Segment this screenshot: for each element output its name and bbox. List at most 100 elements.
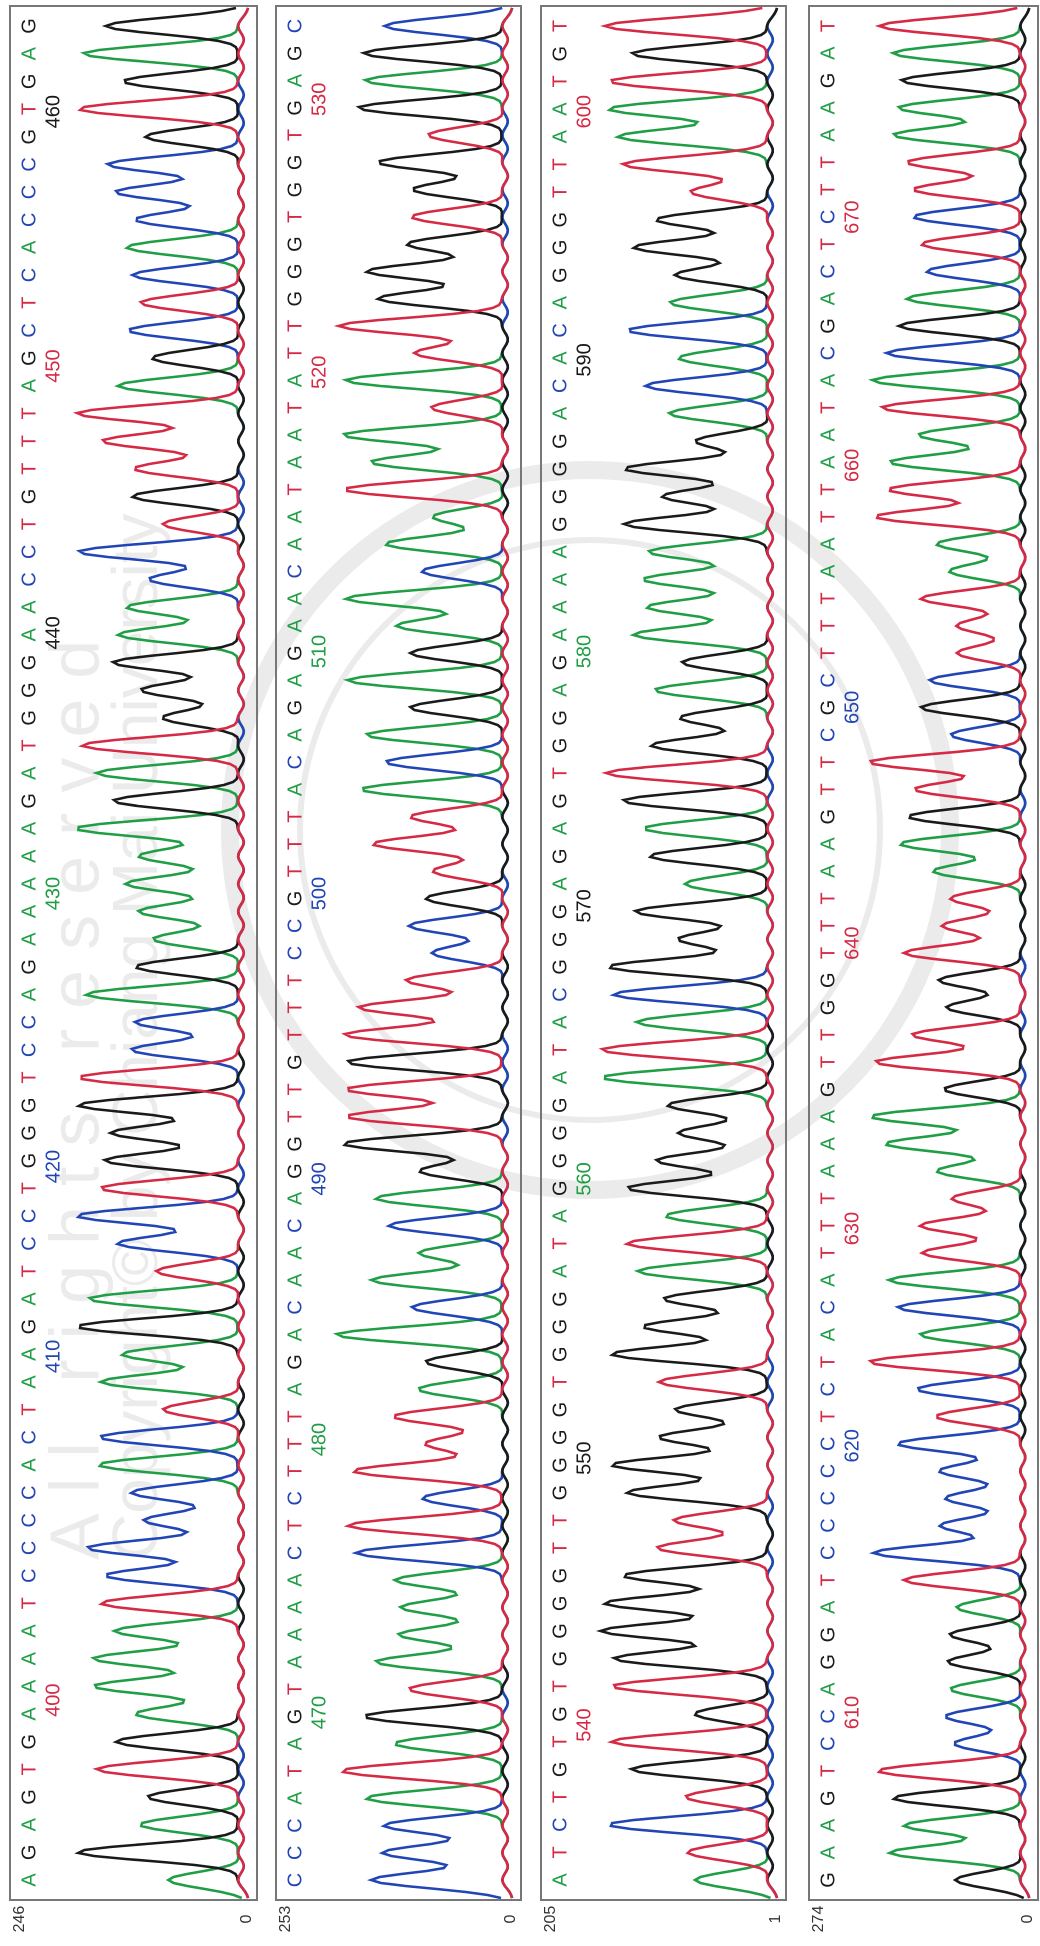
base-call: A — [817, 564, 839, 578]
base-call: A — [817, 46, 839, 60]
base-call: G — [18, 1789, 40, 1805]
y-min-label: 0 — [502, 1914, 519, 1923]
base-call: A — [284, 1627, 306, 1641]
base-call: T — [284, 865, 306, 877]
base-call: A — [549, 406, 571, 420]
base-call: C — [817, 1437, 839, 1451]
base-call: C — [18, 572, 40, 586]
position-label: 590 — [573, 343, 595, 376]
base-call: G — [817, 1654, 839, 1670]
position-label: 620 — [841, 1429, 863, 1462]
base-call: C — [817, 1546, 839, 1560]
base-call: G — [549, 1651, 571, 1667]
base-call: A — [18, 1817, 40, 1831]
base-call: A — [18, 1873, 40, 1887]
base-call: A — [284, 455, 306, 469]
base-call: C — [817, 1736, 839, 1750]
base-call: A — [18, 1292, 40, 1306]
base-call: A — [817, 100, 839, 114]
base-call: G — [18, 682, 40, 698]
base-call: T — [284, 1465, 306, 1477]
trace — [598, 6, 779, 1899]
panel: 205 1ATCTGTGTGGGGTTGGGGTGGGATAGGGGATACGGG… — [540, 5, 787, 1932]
base-call: A — [18, 1651, 40, 1665]
base-call: A — [549, 1209, 571, 1223]
base-call: C — [549, 1817, 571, 1831]
base-call: A — [18, 849, 40, 863]
base-call: T — [284, 974, 306, 986]
base-call: G — [284, 264, 306, 280]
trace — [867, 6, 1031, 1899]
base-call: T — [18, 435, 40, 447]
base-call: A — [549, 129, 571, 143]
base-call: A — [549, 1015, 571, 1029]
base-call: A — [549, 683, 571, 697]
base-call: G — [284, 1354, 306, 1370]
position-label: 540 — [573, 1708, 595, 1741]
base-call: G — [284, 236, 306, 252]
position-label: 410 — [42, 1340, 64, 1373]
base-call: T — [549, 1736, 571, 1748]
base-call: T — [817, 238, 839, 250]
base-call: T — [817, 183, 839, 195]
base-call: T — [18, 1265, 40, 1277]
base-call: G — [18, 710, 40, 726]
base-call: C — [284, 919, 306, 933]
base-call: G — [18, 350, 40, 366]
base-call: A — [284, 673, 306, 687]
base-call: T — [817, 20, 839, 32]
base-call: T — [549, 1846, 571, 1858]
base-call: A — [284, 1327, 306, 1341]
base-call: G — [549, 46, 571, 62]
base-call: T — [284, 1110, 306, 1122]
base-call: A — [549, 821, 571, 835]
base-call: T — [284, 1083, 306, 1095]
base-call: T — [817, 1765, 839, 1777]
base-call: G — [18, 959, 40, 975]
base-call: C — [18, 185, 40, 199]
base-call: A — [18, 1679, 40, 1693]
base-call: T — [549, 158, 571, 170]
base-call: C — [817, 210, 839, 224]
base-call: G — [284, 700, 306, 716]
y-max-label: 274 — [810, 1906, 827, 1933]
position-label: 480 — [308, 1423, 330, 1456]
base-call: G — [284, 1054, 306, 1070]
base-call: T — [817, 1192, 839, 1204]
position-label: 470 — [308, 1696, 330, 1729]
base-call: T — [284, 1519, 306, 1531]
base-call: T — [284, 347, 306, 359]
position-label: 560 — [573, 1162, 595, 1195]
base-call: G — [284, 1163, 306, 1179]
base-call: A — [817, 537, 839, 551]
base-call: A — [284, 618, 306, 632]
position-label: 430 — [42, 877, 64, 910]
position-label: 420 — [42, 1150, 64, 1183]
base-call: A — [18, 904, 40, 918]
panel-frame — [9, 5, 258, 1901]
base-call: G — [817, 73, 839, 89]
base-call: T — [284, 129, 306, 141]
base-call: G — [549, 516, 571, 532]
base-call: T — [284, 1683, 306, 1695]
base-call: A — [18, 1375, 40, 1389]
base-call: G — [18, 489, 40, 505]
y-max-label: 246 — [11, 1906, 28, 1933]
base-call: G — [549, 1097, 571, 1113]
base-call: G — [549, 1485, 571, 1501]
y-min-label: 1 — [767, 1914, 784, 1923]
base-call: G — [18, 129, 40, 145]
position-label: 640 — [841, 926, 863, 959]
base-call: G — [549, 959, 571, 975]
base-call: A — [284, 1791, 306, 1805]
base-call: C — [284, 1300, 306, 1314]
base-call: G — [18, 1153, 40, 1169]
base-call: A — [549, 600, 571, 614]
base-call: C — [284, 1546, 306, 1560]
position-label: 520 — [308, 356, 330, 389]
base-call: A — [18, 1707, 40, 1721]
base-call: G — [549, 461, 571, 477]
base-call: G — [549, 655, 571, 671]
base-call: A — [18, 627, 40, 641]
base-call: A — [18, 600, 40, 614]
